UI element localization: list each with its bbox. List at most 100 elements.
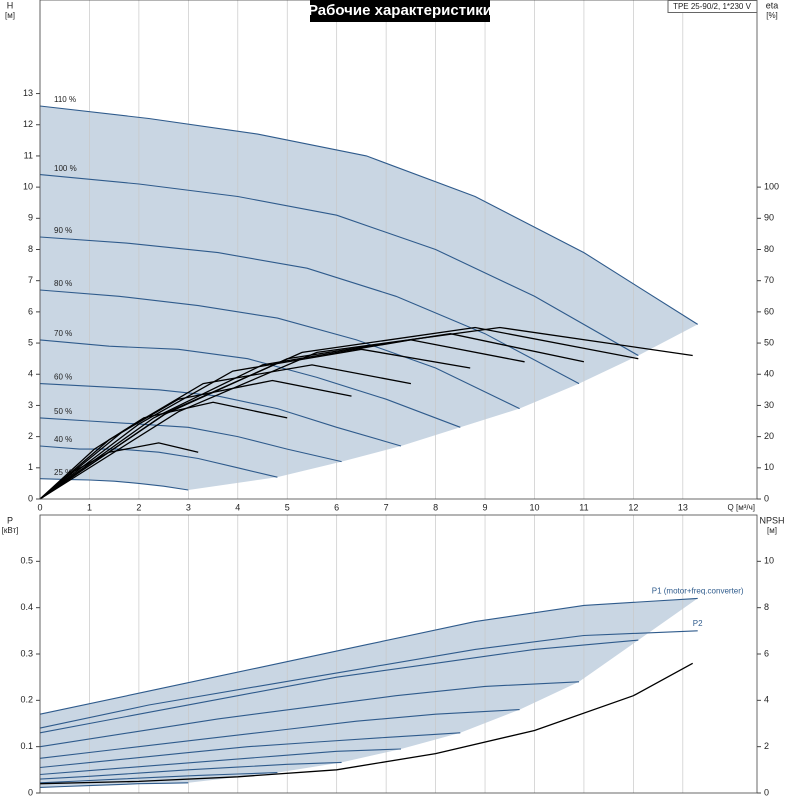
curve (39, 364, 412, 500)
title-box (310, 0, 490, 22)
y2-tick-label: 30 (764, 400, 774, 410)
curve (39, 445, 278, 478)
x-tick-label: 8 (433, 502, 438, 512)
y2-tick-label: 0 (764, 787, 769, 797)
x-tick-label: 2 (136, 502, 141, 512)
model-label: TPE 25-90/2, 1*230 V (673, 2, 751, 11)
curve (39, 326, 639, 500)
y-tick-label: 10 (23, 182, 33, 192)
curve (39, 772, 278, 784)
curve (39, 662, 694, 785)
y2-tick-label: 6 (764, 648, 769, 658)
y-axis-unit: [кВт] (2, 526, 19, 535)
y-tick-label: 6 (28, 306, 33, 316)
y-tick-label: 4 (28, 369, 33, 379)
y2-axis-unit: [м] (767, 526, 777, 535)
y2-axis-label: eta (766, 0, 779, 10)
y-tick-label: 0 (28, 787, 33, 797)
y-tick-label: 0 (28, 493, 33, 503)
series-label: 110 % (54, 95, 76, 104)
y-tick-label: 11 (24, 150, 33, 160)
y-tick-label: 0.5 (20, 556, 33, 566)
plot-frame (39, 514, 758, 794)
y-tick-label: 0.4 (20, 602, 33, 612)
y-tick-label: 8 (28, 244, 33, 254)
curve (39, 748, 402, 776)
series-label: 40 % (54, 435, 72, 444)
x-tick-label: 1 (87, 502, 92, 512)
y2-tick-label: 20 (764, 431, 774, 441)
x-tick-label: 5 (285, 502, 290, 512)
y-tick-label: 1 (28, 462, 33, 472)
y2-tick-label: 40 (764, 369, 774, 379)
chart-title: Рабочие характеристики (308, 2, 492, 19)
y-axis-unit: [м] (5, 11, 15, 20)
y-tick-label: 3 (28, 400, 33, 410)
y2-tick-label: 8 (764, 602, 769, 612)
y2-tick-label: 60 (764, 306, 774, 316)
y2-tick-label: 50 (764, 337, 774, 347)
series-label: 25 % (54, 468, 72, 477)
series-label: 50 % (54, 407, 72, 416)
series-label: 90 % (54, 226, 72, 235)
y-tick-label: 9 (28, 213, 33, 223)
x-tick-label: 3 (186, 502, 191, 512)
plots: 0 1 2 3 4 5 6 7 8 9 10 11 12 13 Q [м³/ч]01234567891011… (2, 0, 785, 797)
x-tick-label: 11 (579, 502, 588, 512)
series-label: 80 % (54, 279, 72, 288)
curve (39, 761, 342, 780)
x-tick-label: 4 (235, 502, 240, 512)
curve (39, 383, 402, 447)
curve (39, 630, 698, 729)
x-tick-label: 7 (384, 502, 389, 512)
y-tick-label: 5 (28, 337, 33, 347)
curve (39, 326, 693, 500)
curve (39, 709, 520, 759)
curve (39, 339, 461, 428)
curve (39, 782, 189, 788)
plot-frame (39, 0, 758, 500)
y-tick-label: 0.1 (20, 741, 33, 751)
x-tick-label: 9 (483, 502, 488, 512)
series-label: 60 % (54, 373, 72, 382)
curve (39, 289, 520, 410)
x-tick-label: 10 (529, 502, 539, 512)
y2-tick-label: 100 (764, 182, 779, 192)
curve (39, 236, 580, 385)
x-tick-label: 12 (628, 502, 638, 512)
curve (39, 732, 461, 769)
curve (39, 639, 639, 734)
model-box (667, 0, 758, 13)
y2-tick-label: 2 (764, 741, 769, 751)
x-axis-label: Q [м³/ч] (728, 503, 755, 512)
curve (39, 105, 698, 325)
curve (39, 681, 580, 748)
curve (39, 597, 698, 715)
y2-tick-label: 0 (764, 493, 769, 503)
y2-tick-label: 90 (764, 213, 774, 223)
curve (39, 401, 288, 500)
y2-tick-label: 70 (764, 275, 774, 285)
curve (39, 339, 525, 500)
x-tick-label: 6 (334, 502, 339, 512)
curve (39, 379, 352, 500)
y2-tick-label: 10 (764, 462, 774, 472)
curve (39, 348, 471, 500)
series-label: 100 % (54, 164, 77, 173)
y2-tick-label: 10 (764, 556, 774, 566)
y-tick-label: 13 (23, 88, 33, 98)
y2-axis-unit: [%] (766, 11, 778, 20)
series-label: P1 (motor+freq.converter) (652, 587, 744, 596)
y-tick-label: 2 (28, 431, 33, 441)
y-tick-label: 0.3 (20, 648, 33, 658)
y-tick-label: 7 (28, 275, 33, 285)
y-axis-label: P (7, 515, 13, 525)
y-axis-label: H (7, 0, 14, 10)
y-tick-label: 12 (23, 119, 33, 129)
curve (39, 417, 342, 463)
y-tick-label: 0.2 (20, 695, 33, 705)
series-label: 70 % (54, 329, 72, 338)
operating-area (40, 598, 698, 788)
series-label: P2 (693, 619, 703, 628)
